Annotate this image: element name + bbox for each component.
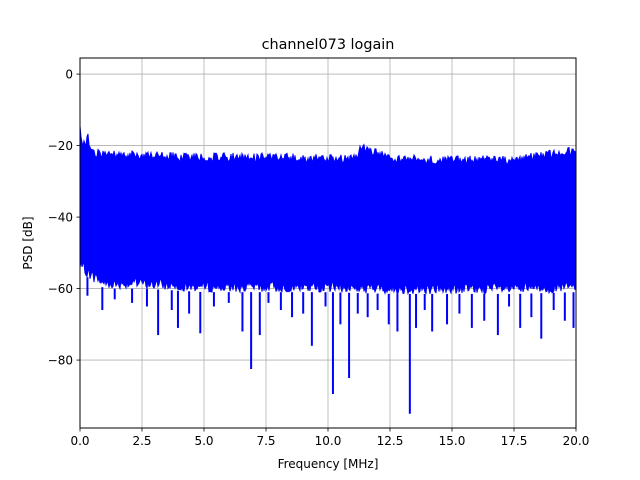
chart-title: channel073 logain (262, 37, 395, 53)
y-axis-label: PSD [dB] (21, 216, 35, 269)
x-tick-label: 20.0 (563, 434, 590, 448)
x-tick-label: 12.5 (377, 434, 404, 448)
y-tick-label: 0 (65, 68, 73, 82)
x-tick-label: 2.5 (132, 434, 151, 448)
psd-band (80, 125, 576, 296)
y-tick-label: −80 (48, 354, 73, 368)
y-tick-label: −40 (48, 211, 73, 225)
series-psd (80, 125, 576, 414)
x-tick-label: 10.0 (315, 434, 342, 448)
x-tick-label: 0.0 (70, 434, 89, 448)
y-tick-label: −20 (48, 139, 73, 153)
x-tick-label: 7.5 (256, 434, 275, 448)
y-tick-label: −60 (48, 282, 73, 296)
ticks: 0.0 2.5 5.0 7.5 10.0 12.5 15.0 17.5 20.0 0 −20 −40 −… (48, 68, 590, 448)
x-tick-label: 17.5 (501, 434, 528, 448)
x-axis-label: Frequency [MHz] (278, 457, 379, 471)
x-tick-label: 15.0 (439, 434, 466, 448)
x-tick-label: 5.0 (194, 434, 213, 448)
